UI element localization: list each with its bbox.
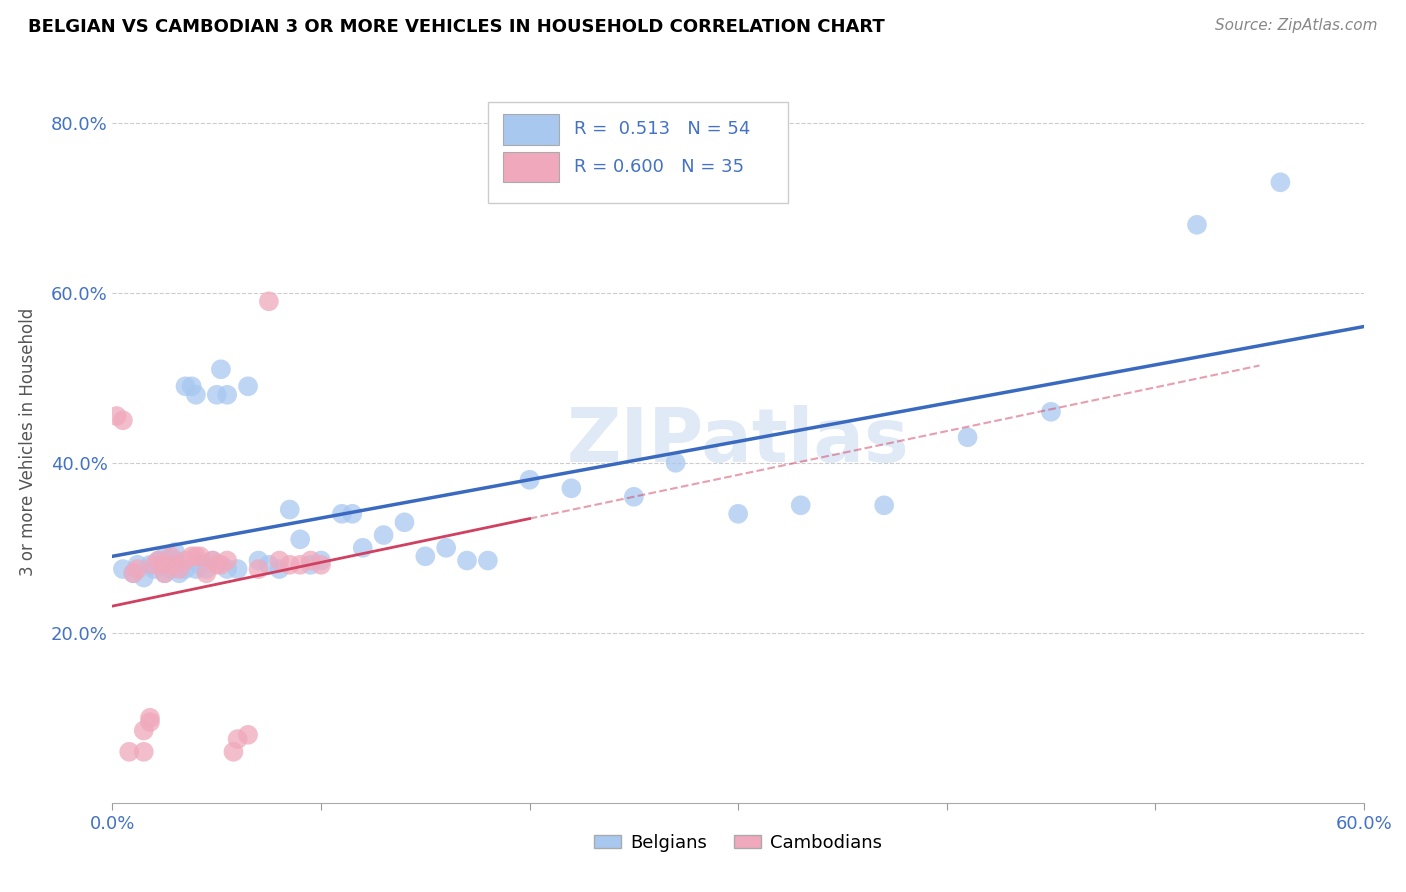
Point xyxy=(413,549,436,564)
Point xyxy=(180,549,202,564)
Point xyxy=(257,294,280,309)
Legend: Belgians, Cambodians: Belgians, Cambodians xyxy=(586,826,890,859)
Point xyxy=(309,558,332,572)
Point xyxy=(560,481,582,495)
Point xyxy=(139,711,162,725)
Point xyxy=(1185,218,1208,232)
Point xyxy=(665,456,688,470)
Point xyxy=(122,566,145,581)
Point xyxy=(394,516,416,530)
Point xyxy=(278,502,301,516)
Point xyxy=(167,562,190,576)
Point xyxy=(236,728,259,742)
Point xyxy=(139,714,162,729)
Point xyxy=(184,562,207,576)
Text: R = 0.600   N = 35: R = 0.600 N = 35 xyxy=(574,158,744,176)
Point xyxy=(330,507,353,521)
Point xyxy=(132,723,155,738)
Point xyxy=(1270,175,1292,189)
Point xyxy=(519,473,541,487)
Point xyxy=(727,507,749,521)
Point xyxy=(105,409,128,423)
Point xyxy=(226,562,249,576)
Point xyxy=(153,566,176,581)
Point xyxy=(174,379,197,393)
Point xyxy=(236,379,259,393)
Point xyxy=(342,507,364,521)
Point xyxy=(188,558,211,572)
Point xyxy=(290,558,312,572)
Point xyxy=(143,558,166,572)
Point xyxy=(222,745,245,759)
Point xyxy=(143,562,166,576)
Point xyxy=(153,549,176,564)
Point xyxy=(188,549,211,564)
Point xyxy=(257,558,280,572)
Point xyxy=(217,553,239,567)
Point xyxy=(217,388,239,402)
Text: BELGIAN VS CAMBODIAN 3 OR MORE VEHICLES IN HOUSEHOLD CORRELATION CHART: BELGIAN VS CAMBODIAN 3 OR MORE VEHICLES … xyxy=(28,18,884,36)
Point xyxy=(1039,405,1063,419)
Point xyxy=(278,558,301,572)
Point xyxy=(209,558,232,572)
Point xyxy=(352,541,374,555)
Point xyxy=(184,388,207,402)
Text: ZIPatlas: ZIPatlas xyxy=(567,405,910,478)
Bar xyxy=(488,102,789,203)
Point xyxy=(174,553,197,567)
Point xyxy=(790,498,813,512)
Point xyxy=(139,558,162,572)
Point xyxy=(201,553,224,567)
Point xyxy=(163,545,186,559)
Point xyxy=(148,553,170,567)
Point xyxy=(217,562,239,576)
Point xyxy=(180,379,202,393)
Point xyxy=(160,549,183,564)
Point xyxy=(195,566,218,581)
Point xyxy=(132,570,155,584)
Point xyxy=(434,541,457,555)
Point xyxy=(153,558,176,572)
Point xyxy=(111,413,134,427)
Point xyxy=(118,745,141,759)
Point xyxy=(226,732,249,747)
Point xyxy=(111,562,134,576)
Text: Source: ZipAtlas.com: Source: ZipAtlas.com xyxy=(1215,18,1378,33)
Point xyxy=(477,553,499,567)
Point xyxy=(956,430,979,444)
Point xyxy=(299,553,322,567)
Point xyxy=(184,549,207,564)
Bar xyxy=(503,152,560,182)
Point xyxy=(205,558,228,572)
Point xyxy=(132,745,155,759)
Point xyxy=(456,553,478,567)
Point xyxy=(201,553,224,567)
Point xyxy=(269,562,291,576)
Y-axis label: 3 or more Vehicles in Household: 3 or more Vehicles in Household xyxy=(18,308,37,575)
Point xyxy=(873,498,896,512)
Point xyxy=(160,562,183,576)
Point xyxy=(209,362,232,376)
Point xyxy=(195,562,218,576)
Point xyxy=(174,562,197,576)
Point xyxy=(148,553,170,567)
Point xyxy=(122,566,145,581)
Point xyxy=(373,528,395,542)
Point xyxy=(153,566,176,581)
Point xyxy=(127,562,149,576)
Text: R =  0.513   N = 54: R = 0.513 N = 54 xyxy=(574,120,751,138)
Point xyxy=(299,558,322,572)
Point xyxy=(269,553,291,567)
Point xyxy=(167,566,190,581)
Point xyxy=(247,553,270,567)
Point xyxy=(127,558,149,572)
Point xyxy=(163,558,186,572)
Point xyxy=(623,490,645,504)
Point xyxy=(247,562,270,576)
Point xyxy=(309,553,332,567)
Bar xyxy=(503,114,560,145)
Point xyxy=(163,553,186,567)
Point xyxy=(205,388,228,402)
Point xyxy=(290,533,312,547)
